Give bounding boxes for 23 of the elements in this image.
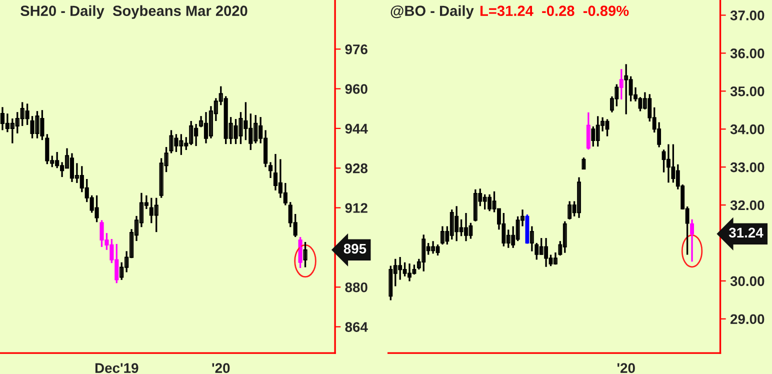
y-tick-label: 960 (345, 84, 368, 94)
y-tick-label: 32.00 (730, 200, 764, 210)
y-tick-label: 35.00 (730, 86, 764, 96)
y-tick-label: 33.00 (730, 162, 764, 172)
text: 895 (344, 244, 366, 254)
x-tick-label: Dec'19 (95, 363, 138, 373)
y-tick-label: 36.00 (730, 48, 764, 58)
x-tick-label: '20 (617, 363, 635, 373)
chart-subtitle: L=31.24 -0.28 -0.89% (480, 6, 629, 16)
x-tick-label: '20 (212, 363, 230, 373)
y-tick-label: 912 (345, 203, 368, 213)
y-tick-label: 30.00 (730, 276, 764, 286)
y-tick-label: 880 (345, 282, 368, 292)
chart-title: SH20 - Daily Soybeans Mar 2020 (20, 5, 248, 19)
y-tick-label: 928 (345, 163, 368, 174)
y-tick-label: 944 (345, 124, 368, 134)
y-tick-label: 34.00 (730, 124, 764, 134)
y-tick-label: 976 (345, 44, 368, 54)
chart-title: @BO - Daily (390, 5, 474, 19)
y-tick-label: 37.00 (730, 10, 764, 20)
y-tick-label: 29.00 (730, 314, 764, 324)
text: 31.24 (728, 228, 764, 238)
y-tick-label: 864 (345, 322, 368, 332)
